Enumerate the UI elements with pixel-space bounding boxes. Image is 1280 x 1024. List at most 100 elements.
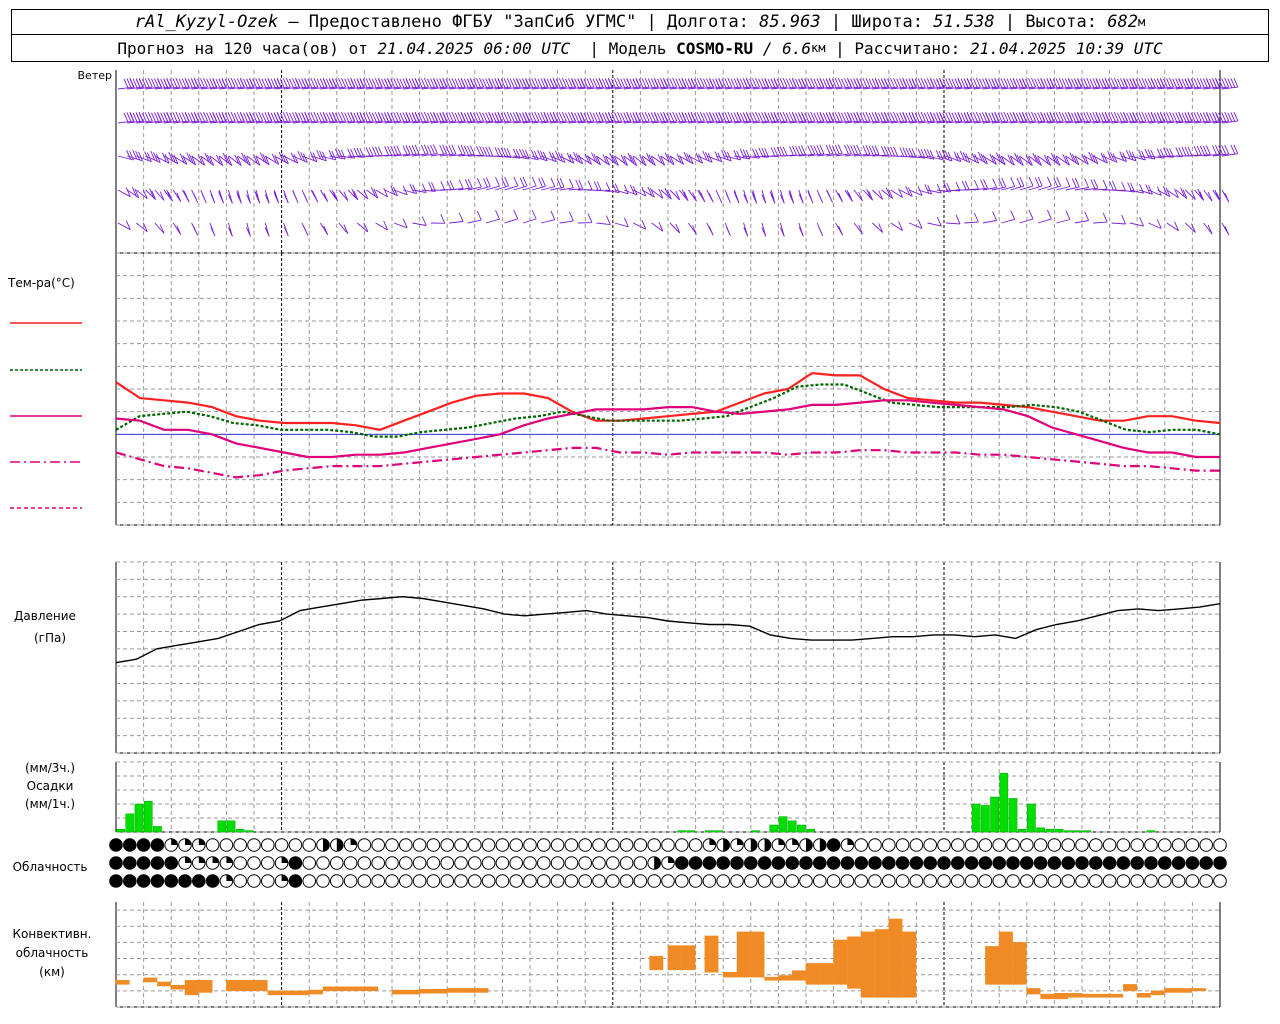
provider: – Предоставлено ФГБУ "ЗапСиб УГМС" [288,12,637,32]
cloud-symbol [123,874,137,888]
convective-bar [681,945,696,971]
wind-barb [1093,212,1108,224]
wind-barb [254,189,261,204]
cloud-symbol [233,874,247,888]
cloud-symbol [1158,874,1172,888]
wind-barb [1046,111,1064,124]
convective-bar [143,977,158,983]
wind-barb [816,189,824,204]
wind-barbs [117,77,1239,237]
wind-barb [200,189,207,204]
cloud-symbol-quarter [185,856,192,863]
wind-barb [780,145,797,157]
cloud-symbol [399,874,413,888]
wind-barb [1102,150,1118,163]
cloud-symbol-half [806,838,813,852]
cloud-symbol [247,856,261,870]
model-res: 6.6 [782,38,811,58]
wind-barb [991,152,1006,166]
lon-label: Долгота: [667,12,749,32]
cloud-symbol [371,838,386,852]
wind-barb [881,111,898,124]
wind-barb [412,183,427,193]
cloud-symbol [123,838,137,852]
precip-unit1: (мм/1ч.) [25,797,75,811]
wind-barb [117,220,131,231]
cloud-symbol [978,856,993,870]
wind-barb [228,154,242,166]
wind-barb [504,209,519,224]
wind-barb [283,222,289,237]
wind-barb [779,189,785,204]
wind-barb [1221,222,1230,236]
cloud-symbol [1033,856,1048,870]
wind-barb [734,148,751,160]
wind-barb [430,144,448,157]
wind-barb [1184,189,1196,200]
cloud-symbol [1033,838,1048,852]
precip-bar [990,796,999,833]
model-name: COSMO-RU [676,38,754,58]
wind-barb [1212,189,1221,202]
wind-barb [522,77,540,90]
cloud-symbol [964,874,979,888]
temp-series-3 [115,446,1220,479]
wind-barb [844,144,862,157]
wind-barb [191,222,199,236]
wind-barb [872,222,884,233]
cloud-symbol [261,856,275,870]
wind-barb [227,189,233,204]
wind-barb [1037,176,1052,191]
convective-bar [1012,942,1027,985]
cloud-symbol [509,856,524,870]
wind-barb [531,177,546,191]
temp-series-1 [115,383,1221,438]
title-bar: rAl_Kyzyl-Ozek – Предоставлено ФГБУ "Зап… [11,9,1269,35]
wind-barb [789,145,806,157]
wind-barb [632,77,650,90]
cloud-symbol [247,874,261,888]
cloud-symbol [385,856,399,870]
cloud-symbol [688,838,703,852]
cloud-symbol [205,874,220,888]
pressure-title: Давление [14,609,76,623]
wind-barb [1148,219,1162,229]
cloud-symbol [274,838,289,852]
wind-barb [449,179,464,191]
wind-barb [982,178,998,191]
wind-barb [154,189,165,201]
wind-barb [301,77,319,90]
wind-barb [743,189,749,204]
wind-barb [1221,111,1239,124]
wind-barb [255,152,270,166]
wind-barb [384,111,402,124]
cloud-symbol [619,874,634,888]
cloud-symbol [578,856,593,870]
wind-barb [411,111,429,124]
wind-barb [890,188,904,198]
cloud-symbol [247,838,261,852]
cloud-symbol [136,838,151,852]
model-label: Модель [608,38,667,58]
cloud-symbol [288,874,303,888]
convective-bars [115,918,1207,1000]
convective-bar [667,945,682,971]
precip-bar [134,803,144,833]
wind-barb [154,222,165,234]
computed-label: Рассчитано: [854,38,961,58]
wind-barb [1010,176,1025,191]
wind-barb [798,77,816,90]
cloud-symbol [164,874,178,888]
wind-barb [927,150,944,161]
precip-bar [999,772,1009,833]
wind-barb [835,222,844,236]
cloud-symbol [330,856,344,870]
cloud-symbol [178,874,192,888]
wind-barb [706,189,714,203]
cloud-symbol [440,838,455,852]
cloud-symbol [840,856,855,870]
wind-barb [495,176,510,191]
cloud-symbol-quarter [668,856,675,863]
wind-barb [485,210,500,224]
cloud-symbol [688,874,703,888]
